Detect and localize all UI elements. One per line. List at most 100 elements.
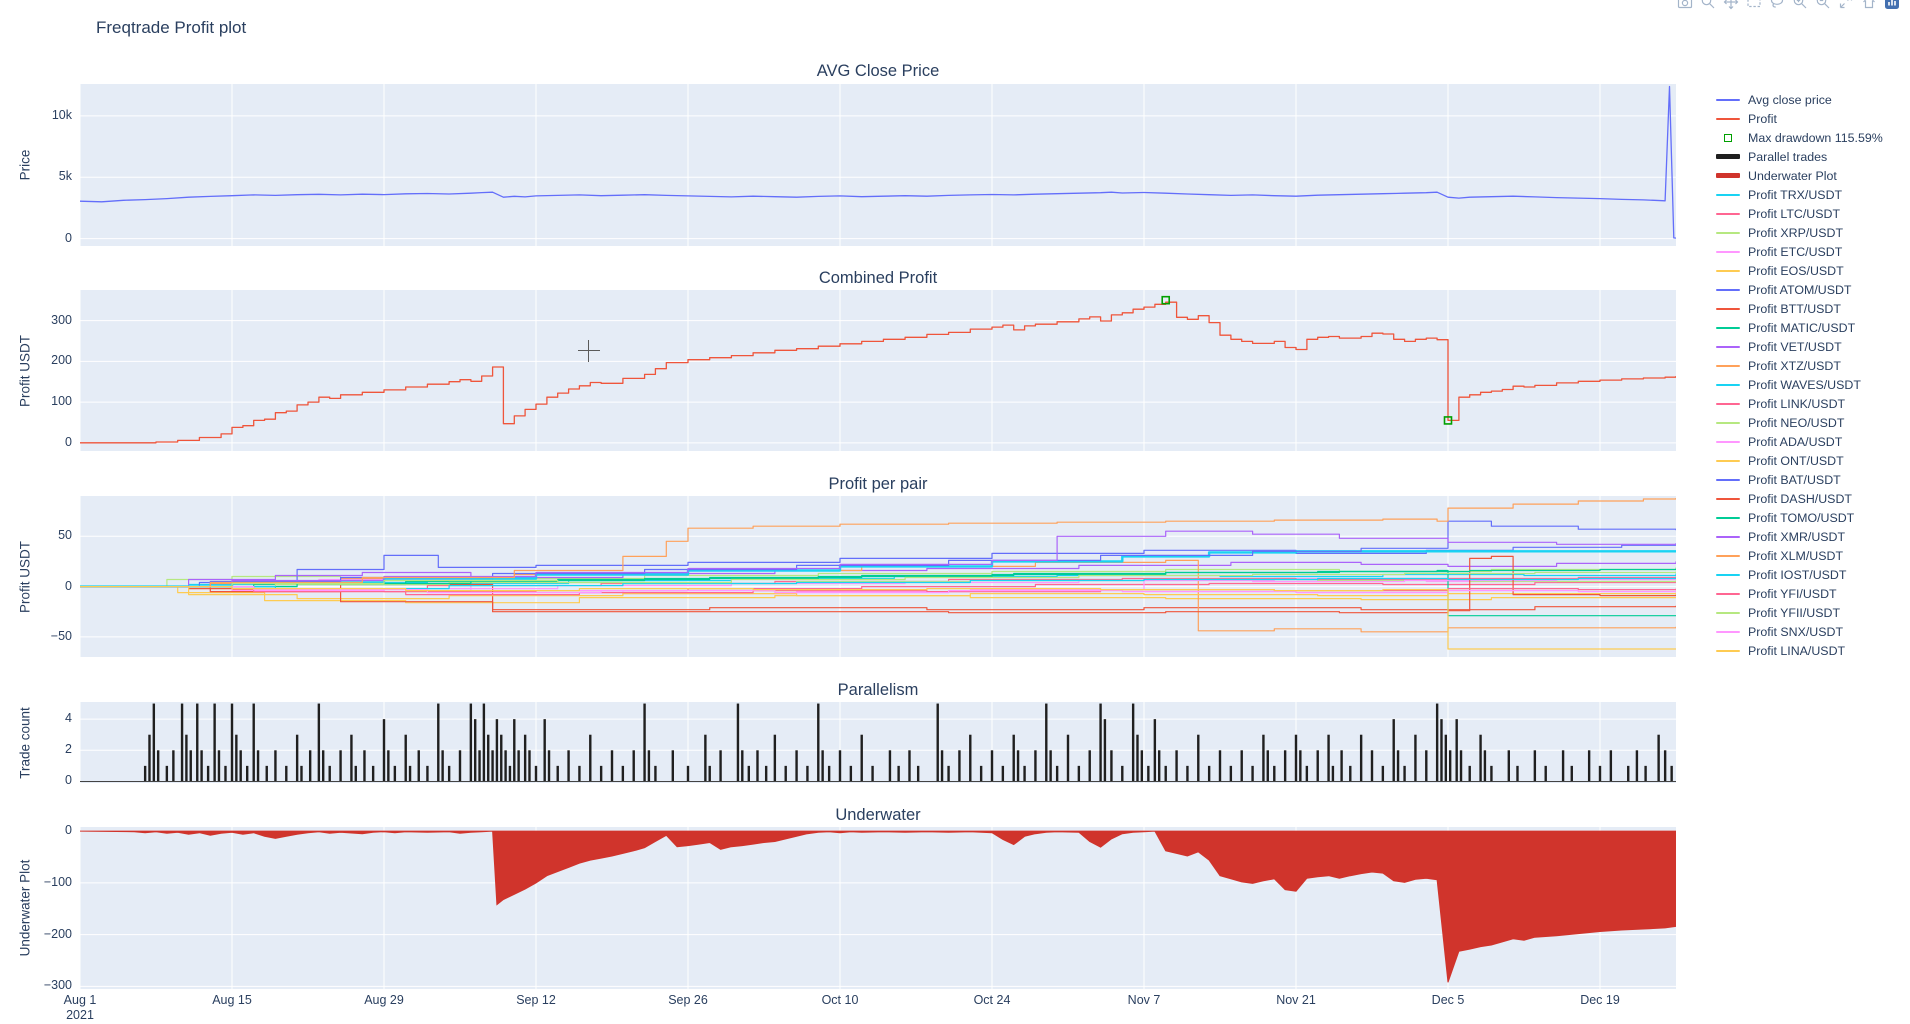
trade-count-bar bbox=[148, 734, 151, 782]
lasso-select-icon[interactable] bbox=[1769, 0, 1785, 10]
legend-item-profit-atom-usdt[interactable]: Profit ATOM/USDT bbox=[1716, 280, 1883, 299]
combined_profit-plot-area[interactable] bbox=[80, 290, 1676, 451]
trade-count-bar bbox=[196, 703, 199, 782]
legend-line-sample-icon bbox=[1716, 421, 1740, 424]
series-profit-xmr-usdt bbox=[80, 530, 1676, 588]
camera-icon[interactable] bbox=[1677, 0, 1693, 10]
trade-count-bar bbox=[252, 703, 255, 782]
legend-item-profit-link-usdt[interactable]: Profit LINK/USDT bbox=[1716, 394, 1883, 413]
legend-item-profit-btt-usdt[interactable]: Profit BTT/USDT bbox=[1716, 299, 1883, 318]
trade-count-bar bbox=[871, 765, 874, 782]
trade-count-bar bbox=[508, 765, 512, 782]
legend-label: Profit bbox=[1748, 111, 1777, 126]
legend-sample-shape bbox=[1716, 554, 1740, 557]
trade-count-bar bbox=[708, 765, 711, 782]
trade-count-bar bbox=[152, 703, 156, 782]
legend-item-profit-xtz-usdt[interactable]: Profit XTZ/USDT bbox=[1716, 356, 1883, 375]
legend-item-profit-vet-usdt[interactable]: Profit VET/USDT bbox=[1716, 337, 1883, 356]
trade-count-bar bbox=[838, 750, 842, 782]
legend-line-sample-icon bbox=[1716, 611, 1740, 614]
legend-label: Profit LINK/USDT bbox=[1748, 396, 1846, 411]
legend-item-profit-yfii-usdt[interactable]: Profit YFII/USDT bbox=[1716, 603, 1883, 622]
legend-line-sample-icon bbox=[1716, 402, 1740, 405]
pan-icon[interactable] bbox=[1723, 0, 1739, 10]
trade-count-bar bbox=[1609, 750, 1613, 782]
legend-item-profit-matic-usdt[interactable]: Profit MATIC/USDT bbox=[1716, 318, 1883, 337]
legend-sample-shape bbox=[1716, 193, 1740, 196]
trade-count-bar bbox=[543, 719, 546, 782]
zoom-out-icon[interactable] bbox=[1815, 0, 1831, 10]
legend-sample-shape bbox=[1716, 326, 1740, 329]
trade-count-bar bbox=[610, 750, 614, 782]
legend-item-profit-waves-usdt[interactable]: Profit WAVES/USDT bbox=[1716, 375, 1883, 394]
legend-sample-shape bbox=[1716, 117, 1740, 120]
legend-label: Profit LTC/USDT bbox=[1748, 206, 1841, 221]
legend-item-profit-neo-usdt[interactable]: Profit NEO/USDT bbox=[1716, 413, 1883, 432]
legend-item-parallel-trades[interactable]: Parallel trades bbox=[1716, 147, 1883, 166]
legend-item-profit-yfi-usdt[interactable]: Profit YFI/USDT bbox=[1716, 584, 1883, 603]
trade-count-bar bbox=[404, 734, 407, 782]
trade-count-bar bbox=[382, 719, 386, 782]
legend-item-profit-ada-usdt[interactable]: Profit ADA/USDT bbox=[1716, 432, 1883, 451]
series-profit-xlm-usdt bbox=[80, 498, 1676, 588]
legend-item-profit-xmr-usdt[interactable]: Profit XMR/USDT bbox=[1716, 527, 1883, 546]
zoom-in-icon[interactable] bbox=[1792, 0, 1808, 10]
trade-count-bar bbox=[189, 750, 192, 782]
legend-line-sample-icon bbox=[1716, 516, 1740, 519]
legend-item-profit-iost-usdt[interactable]: Profit IOST/USDT bbox=[1716, 565, 1883, 584]
trade-count-bar bbox=[478, 750, 481, 782]
trade-count-bar bbox=[1251, 765, 1254, 782]
trade-count-bar bbox=[1121, 765, 1124, 782]
legend-item-profit-ltc-usdt[interactable]: Profit LTC/USDT bbox=[1716, 204, 1883, 223]
legend-line-sample-icon bbox=[1716, 212, 1740, 215]
avg_close-plot-area[interactable] bbox=[80, 84, 1676, 246]
legend-item-avg-close-price[interactable]: Avg close price bbox=[1716, 90, 1883, 109]
legend-item-profit-xlm-usdt[interactable]: Profit XLM/USDT bbox=[1716, 546, 1883, 565]
legend-item-profit-etc-usdt[interactable]: Profit ETC/USDT bbox=[1716, 242, 1883, 261]
legend-item-profit-snx-usdt[interactable]: Profit SNX/USDT bbox=[1716, 622, 1883, 641]
parallelism-plot-area[interactable] bbox=[80, 702, 1676, 783]
trade-count-bar bbox=[156, 750, 160, 782]
trade-count-bar bbox=[495, 719, 499, 782]
trade-count-bar bbox=[979, 765, 983, 782]
box-select-icon[interactable] bbox=[1746, 0, 1762, 10]
autoscale-icon[interactable] bbox=[1838, 0, 1854, 10]
legend-item-profit-bat-usdt[interactable]: Profit BAT/USDT bbox=[1716, 470, 1883, 489]
trade-count-bar bbox=[1425, 750, 1428, 782]
plotly-logo-icon[interactable] bbox=[1884, 0, 1900, 10]
series-profit-vet-usdt bbox=[80, 561, 1676, 588]
legend-item-profit-trx-usdt[interactable]: Profit TRX/USDT bbox=[1716, 185, 1883, 204]
legend-item-profit-ont-usdt[interactable]: Profit ONT/USDT bbox=[1716, 451, 1883, 470]
legend-item-underwater-plot[interactable]: Underwater Plot bbox=[1716, 166, 1883, 185]
legend-line-sample-icon bbox=[1716, 98, 1740, 101]
zoom-icon[interactable] bbox=[1700, 0, 1716, 10]
legend-label: Profit YFI/USDT bbox=[1748, 586, 1837, 601]
trade-count-bar bbox=[1049, 750, 1052, 782]
reset-axes-icon[interactable] bbox=[1861, 0, 1877, 10]
trade-count-bar bbox=[1305, 765, 1309, 782]
legend-item-profit-lina-usdt[interactable]: Profit LINA/USDT bbox=[1716, 641, 1883, 660]
legend-item-profit-eos-usdt[interactable]: Profit EOS/USDT bbox=[1716, 261, 1883, 280]
trade-count-bar bbox=[1587, 750, 1591, 782]
trade-count-bar bbox=[354, 765, 357, 782]
trade-count-bar bbox=[350, 734, 353, 782]
trade-count-bar bbox=[947, 765, 950, 782]
legend-item-max-drawdown-115-59-[interactable]: Max drawdown 115.59% bbox=[1716, 128, 1883, 147]
trade-count-bar bbox=[300, 765, 303, 782]
legend-label: Profit DASH/USDT bbox=[1748, 491, 1852, 506]
series-profit-yfii-usdt bbox=[80, 571, 1676, 588]
legend-line-sample-icon bbox=[1716, 383, 1740, 386]
legend-sample-shape bbox=[1716, 212, 1740, 215]
trade-count-bar bbox=[1103, 719, 1107, 782]
legend-label: Profit XTZ/USDT bbox=[1748, 358, 1841, 373]
legend-item-profit-xrp-usdt[interactable]: Profit XRP/USDT bbox=[1716, 223, 1883, 242]
legend-label: Profit VET/USDT bbox=[1748, 339, 1842, 354]
trade-count-bar bbox=[1266, 750, 1269, 782]
trade-count-bar bbox=[363, 750, 366, 782]
trade-count-bar bbox=[213, 703, 216, 782]
legend-item-profit-tomo-usdt[interactable]: Profit TOMO/USDT bbox=[1716, 508, 1883, 527]
legend-item-profit-dash-usdt[interactable]: Profit DASH/USDT bbox=[1716, 489, 1883, 508]
legend-item-profit[interactable]: Profit bbox=[1716, 109, 1883, 128]
page-title: Freqtrade Profit plot bbox=[96, 18, 247, 37]
